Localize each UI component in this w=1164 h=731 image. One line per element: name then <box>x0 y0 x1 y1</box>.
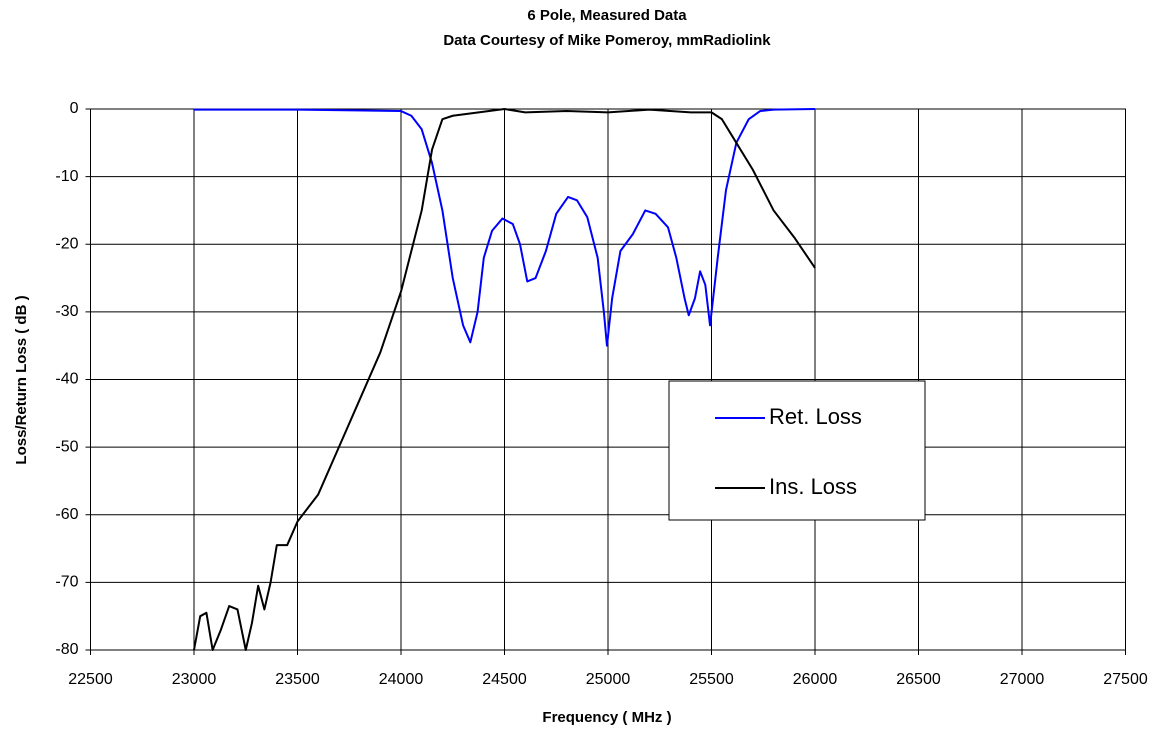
legend-label: Ret. Loss <box>769 404 862 429</box>
x-axis-title: Frequency ( MHz ) <box>542 709 671 726</box>
data-line <box>194 108 816 347</box>
y-axis-title: Loss/Return Loss ( dB ) <box>13 295 30 464</box>
x-tick-label: 25500 <box>689 671 734 688</box>
plot-lines <box>193 108 816 651</box>
data-line <box>193 108 816 651</box>
chart-title: 6 Pole, Measured Data <box>527 7 687 24</box>
x-tick-label: 27500 <box>1103 671 1148 688</box>
x-tick-label: 27000 <box>1000 671 1045 688</box>
x-tick-label: 22500 <box>68 671 113 688</box>
y-tick-label: -70 <box>55 574 78 591</box>
x-tick-label: 26000 <box>793 671 838 688</box>
x-tick-label: 24500 <box>482 671 527 688</box>
legend-box <box>668 380 926 521</box>
y-tick-label: -80 <box>55 641 78 658</box>
y-tick-label: -20 <box>55 235 78 252</box>
x-tick-label: 23500 <box>275 671 320 688</box>
y-tick-label: -10 <box>55 168 78 185</box>
y-tick-label: -50 <box>55 438 78 455</box>
y-tick-label: -30 <box>55 303 78 320</box>
x-tick-label: 26500 <box>896 671 941 688</box>
y-tick-label: -60 <box>55 506 78 523</box>
y-tick-label: -40 <box>55 371 78 388</box>
x-tick-label: 23000 <box>172 671 217 688</box>
legend-label: Ins. Loss <box>769 474 857 499</box>
chart-subtitle: Data Courtesy of Mike Pomeroy, mmRadioli… <box>443 32 771 49</box>
y-tick-label: 0 <box>70 100 79 117</box>
x-tick-label: 25000 <box>586 671 631 688</box>
x-tick-label: 24000 <box>379 671 424 688</box>
